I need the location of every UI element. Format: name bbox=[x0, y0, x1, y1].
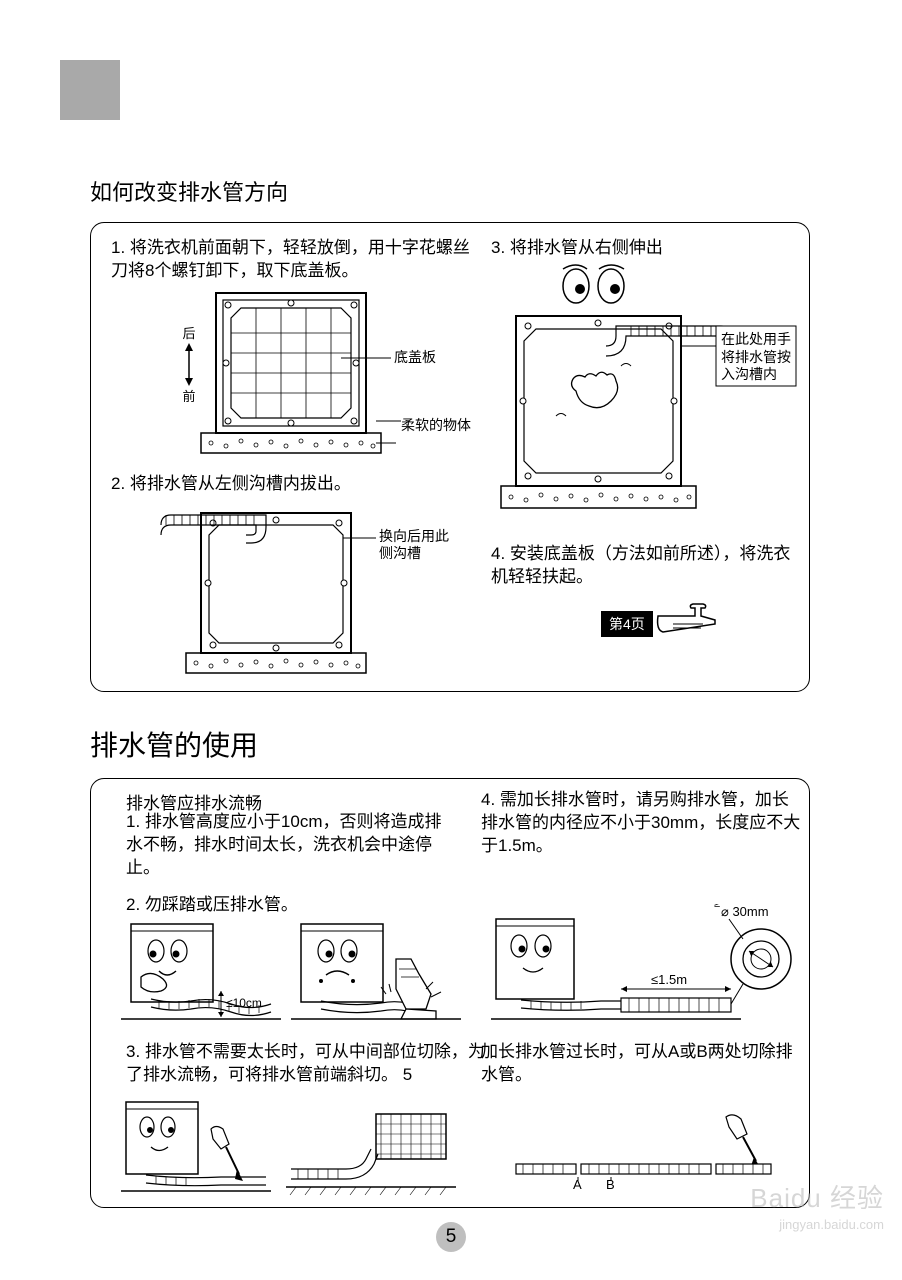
page-corner-marker bbox=[60, 60, 120, 120]
s1-step3: 3. 将排水管从右侧伸出 bbox=[491, 237, 791, 260]
watermark-url: jingyan.baidu.com bbox=[779, 1217, 884, 1232]
label-back: 后 bbox=[182, 326, 195, 341]
section2-title: 排水管的使用 bbox=[90, 724, 810, 764]
s1-step4-num: 4. bbox=[491, 544, 505, 563]
s1-step3-num: 3. bbox=[491, 238, 505, 257]
watermark: Baidu 经验 bbox=[750, 1178, 884, 1215]
s2-step5-text: 加长排水管过长时，可从A或B两处切除排水管。 bbox=[481, 1042, 793, 1084]
s1-step2: 2. 将排水管从左侧沟槽内拔出。 bbox=[111, 473, 471, 496]
section2-box: 排水管应排水流畅 1. 排水管高度应小于10cm，否则将造成排水不畅，排水时间太… bbox=[90, 778, 810, 1208]
label-cover: 底盖板 bbox=[394, 349, 436, 365]
figure-step1: 后 前 底盖板 bbox=[161, 283, 451, 463]
s2-step3: 3. 排水管不需要太长时，可从中间部位切除，为了排水流畅，可将排水管前端斜切。 … bbox=[126, 1041, 486, 1087]
svg-text:⌀ 30mm: ⌀ 30mm bbox=[721, 904, 769, 919]
s2-step1-num: 1. bbox=[126, 812, 140, 831]
label-groove: 换向后用此侧沟槽 bbox=[379, 528, 459, 562]
s2-step2-num: 2. bbox=[126, 895, 140, 914]
s1-step4-text: 安装底盖板（方法如前所述），将洗衣机轻轻扶起。 bbox=[491, 544, 790, 586]
page-ref-badge: 第4页 bbox=[601, 611, 653, 637]
section-drain-direction: 如何改变排水管方向 1. 将洗衣机前面朝下，轻轻放倒，用十字花螺丝刀将8个螺钉卸… bbox=[90, 175, 810, 692]
s1-step2-text: 将排水管从左侧沟槽内拔出。 bbox=[130, 474, 351, 493]
label-front: 前 bbox=[182, 389, 195, 404]
label-soft: 柔软的物体 bbox=[401, 415, 471, 435]
s1-step1: 1. 将洗衣机前面朝下，轻轻放倒，用十字花螺丝刀将8个螺钉卸下，取下底盖板。 bbox=[111, 237, 471, 283]
figure-s2-3b bbox=[286, 1109, 456, 1199]
s1-step3-text: 将排水管从右侧伸出 bbox=[510, 238, 663, 257]
figure-s2-1: ≤10cm bbox=[121, 919, 281, 1029]
s2-step1: 1. 排水管高度应小于10cm，否则将造成排水不畅，排水时间太长，洗衣机会中途停… bbox=[126, 811, 456, 880]
s2-step1-text: 排水管高度应小于10cm，否则将造成排水不畅，排水时间太长，洗衣机会中途停止。 bbox=[126, 812, 442, 877]
s2-step2: 2. 勿踩踏或压排水管。 bbox=[126, 894, 456, 917]
svg-text:≤1.5m: ≤1.5m bbox=[651, 972, 687, 987]
figure-s2-4: ≤1.5m ⌀ 30mm ≥ bbox=[491, 904, 801, 1034]
section1-box: 1. 将洗衣机前面朝下，轻轻放倒，用十字花螺丝刀将8个螺钉卸下，取下底盖板。 bbox=[90, 222, 810, 692]
label-press: 在此处用手将排水管按入沟槽内 bbox=[721, 331, 793, 384]
s2-step3-text: 排水管不需要太长时，可从中间部位切除，为了排水流畅，可将排水管前端斜切。 bbox=[126, 1042, 485, 1084]
s1-step4: 4. 安装底盖板（方法如前所述），将洗衣机轻轻扶起。 bbox=[491, 543, 801, 589]
figure-step3 bbox=[481, 261, 801, 521]
s2-step5: 加长排水管过长时，可从A或B两处切除排水管。 bbox=[481, 1041, 801, 1087]
s1-step1-num: 1. bbox=[111, 238, 125, 257]
s1-step1-text: 将洗衣机前面朝下，轻轻放倒，用十字花螺丝刀将8个螺钉卸下，取下底盖板。 bbox=[111, 238, 470, 280]
s2-step5-num: 5 bbox=[403, 1065, 412, 1084]
svg-text:B: B bbox=[606, 1177, 615, 1192]
svg-text:≥: ≥ bbox=[714, 904, 720, 910]
figure-s2-2 bbox=[291, 919, 461, 1029]
s2-step4-text: 需加长排水管时，请另购排水管，加长排水管的内径应不小于30mm，长度应不大于1.… bbox=[481, 790, 800, 855]
s2-step4-num: 4. bbox=[481, 790, 495, 809]
s1-step2-num: 2. bbox=[111, 474, 125, 493]
svg-text:≤10cm: ≤10cm bbox=[226, 996, 262, 1010]
section1-title: 如何改变排水管方向 bbox=[90, 175, 810, 207]
page-number: 5 bbox=[436, 1222, 466, 1252]
pointing-hand-icon bbox=[653, 602, 723, 640]
s2-step4: 4. 需加长排水管时，请另购排水管，加长排水管的内径应不小于30mm，长度应不大… bbox=[481, 789, 801, 858]
s2-step2-text: 勿踩踏或压排水管。 bbox=[145, 895, 298, 914]
figure-s2-5: A B bbox=[511, 1109, 791, 1199]
label-soft-line bbox=[376, 419, 401, 423]
section-drain-usage: 排水管的使用 排水管应排水流畅 1. 排水管高度应小于10cm，否则将造成排水不… bbox=[90, 724, 810, 1208]
figure-s2-3a bbox=[121, 1099, 271, 1199]
s2-step3-num: 3. bbox=[126, 1042, 140, 1061]
